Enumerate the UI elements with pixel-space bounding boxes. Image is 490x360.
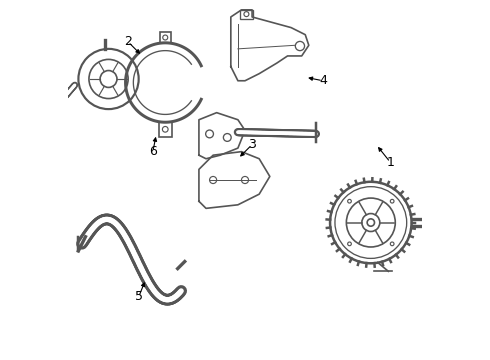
Text: 1: 1 (387, 156, 394, 169)
Text: 6: 6 (149, 145, 157, 158)
Text: 4: 4 (319, 74, 327, 87)
Bar (241, 10, 253, 19)
Bar (160, 32, 171, 43)
Text: 3: 3 (248, 138, 256, 151)
Text: 5: 5 (135, 291, 143, 303)
Circle shape (367, 219, 374, 226)
Bar (159, 122, 171, 137)
Text: 2: 2 (124, 35, 132, 48)
